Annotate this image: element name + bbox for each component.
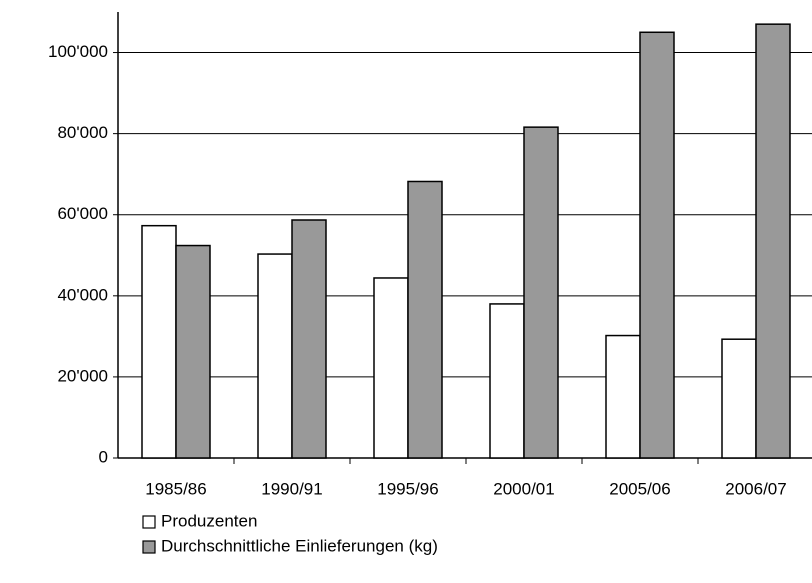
- bar: [407, 180, 443, 459]
- bar: [257, 253, 293, 459]
- bar: [175, 244, 211, 459]
- x-tick-label: 1985/86: [145, 479, 206, 498]
- bar: [141, 224, 177, 459]
- legend-swatch: [142, 515, 156, 529]
- legend-label: Durchschnittliche Einlieferungen (kg): [161, 536, 438, 555]
- x-tick-label: 2000/01: [493, 479, 554, 498]
- y-tick-label: 60'000: [57, 204, 108, 223]
- bar: [605, 334, 641, 459]
- y-tick-label: 100'000: [48, 42, 108, 61]
- bar: [639, 31, 675, 459]
- x-tick-label: 2005/06: [609, 479, 670, 498]
- y-tick-label: 20'000: [57, 366, 108, 385]
- y-tick-label: 40'000: [57, 285, 108, 304]
- y-tick-label: 0: [99, 447, 108, 466]
- bar: [523, 126, 559, 459]
- bar: [755, 23, 791, 459]
- legend-label: Produzenten: [161, 511, 257, 530]
- bar: [373, 277, 409, 459]
- bar: [291, 219, 327, 459]
- x-tick-label: 1990/91: [261, 479, 322, 498]
- y-tick-label: 80'000: [57, 123, 108, 142]
- bar: [721, 338, 757, 459]
- x-tick-label: 2006/07: [725, 479, 786, 498]
- x-tick-label: 1995/96: [377, 479, 438, 498]
- legend-swatch: [142, 540, 156, 554]
- bar: [489, 303, 525, 459]
